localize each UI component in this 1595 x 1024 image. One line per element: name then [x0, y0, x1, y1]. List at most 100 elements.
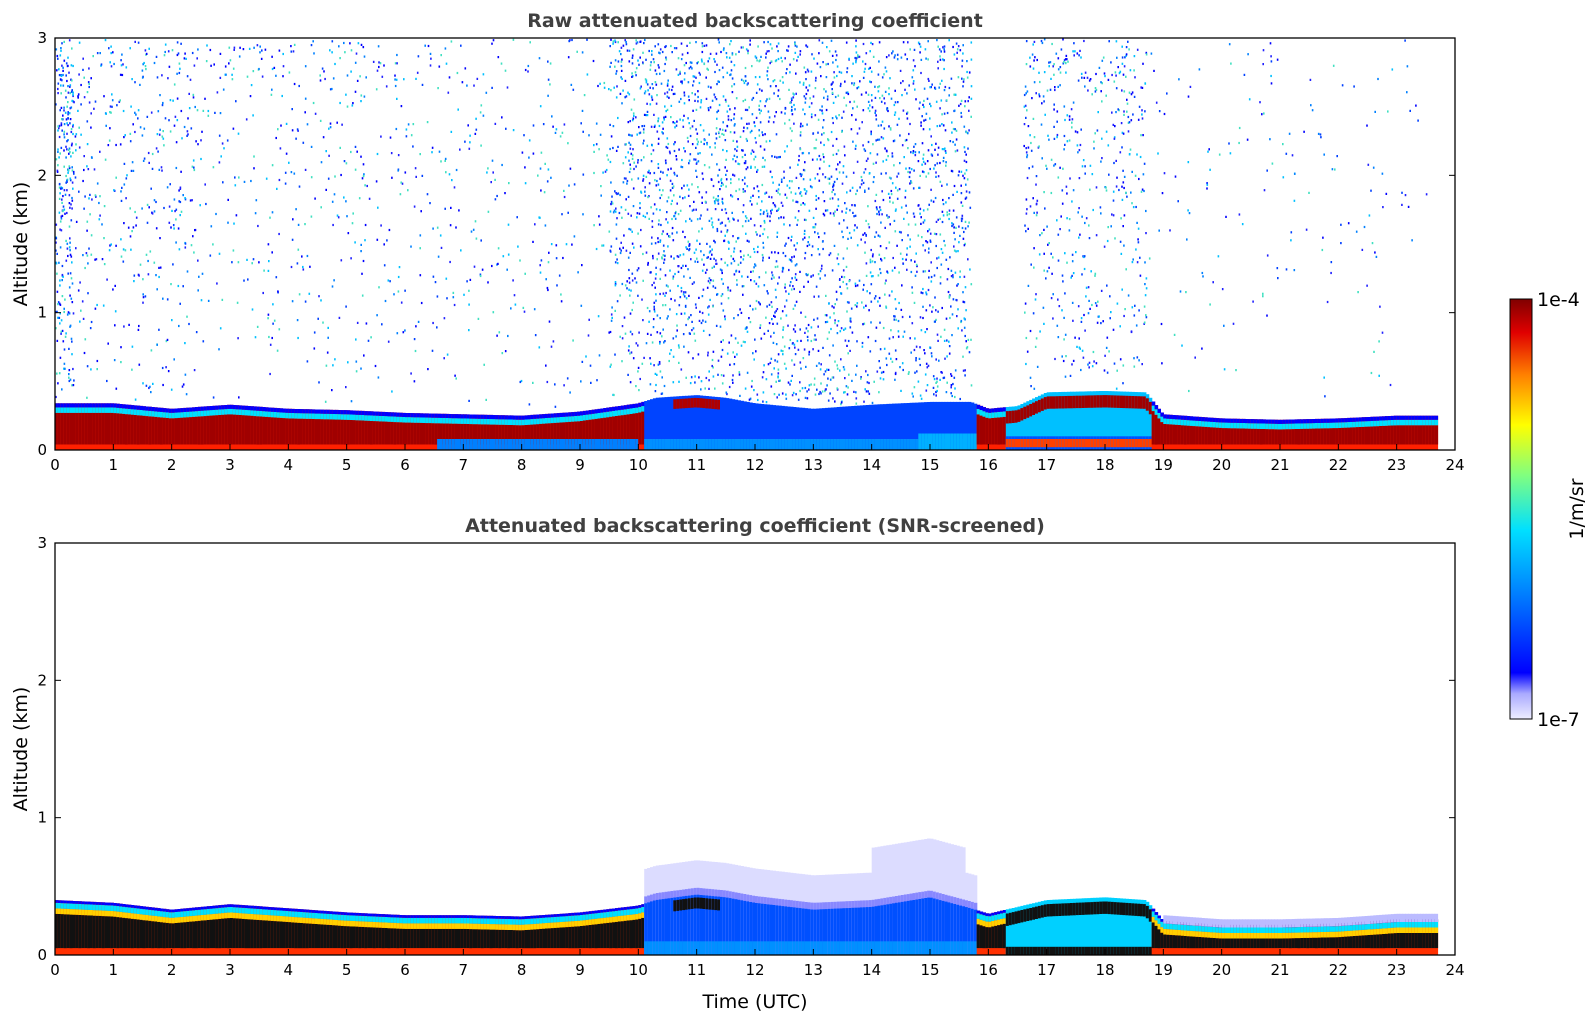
noise-speck: [62, 118, 64, 121]
noise-speck: [1108, 173, 1110, 176]
noise-speck: [666, 95, 669, 98]
noise-speck: [895, 358, 898, 361]
noise-speck: [867, 187, 870, 190]
noise-speck: [580, 122, 582, 125]
noise-speck: [1056, 120, 1058, 123]
noise-speck: [345, 200, 347, 203]
noise-speck: [782, 353, 784, 356]
noise-speck: [1266, 314, 1268, 317]
noise-speck: [1077, 211, 1079, 214]
noise-speck: [894, 266, 896, 269]
noise-speck: [732, 158, 734, 161]
noise-speck: [904, 53, 907, 56]
noise-speck: [1062, 167, 1064, 170]
noise-speck: [648, 182, 651, 185]
noise-speck: [876, 212, 878, 216]
noise-speck: [863, 322, 866, 325]
noise-speck: [673, 171, 676, 174]
noise-speck: [683, 91, 686, 94]
noise-speck: [785, 397, 788, 400]
noise-speck: [795, 72, 797, 75]
noise-speck: [739, 135, 742, 138]
noise-speck: [60, 49, 62, 52]
noise-speck: [862, 144, 864, 147]
noise-speck: [894, 209, 897, 212]
noise-speck: [1128, 121, 1131, 124]
noise-speck: [173, 83, 176, 86]
noise-speck: [741, 275, 743, 278]
noise-speck: [850, 128, 853, 131]
noise-speck: [1133, 69, 1135, 72]
noise-speck: [682, 125, 685, 128]
noise-speck: [1121, 62, 1124, 65]
noise-speck: [765, 191, 768, 194]
noise-speck: [123, 222, 125, 225]
noise-speck: [840, 292, 842, 295]
noise-speck: [970, 115, 972, 118]
noise-speck: [879, 321, 881, 324]
noise-speck: [925, 389, 928, 392]
noise-speck: [715, 137, 718, 140]
noise-speck: [952, 140, 954, 144]
noise-speck: [713, 257, 715, 260]
noise-speck: [785, 299, 788, 302]
noise-speck: [269, 372, 271, 376]
noise-speck: [624, 156, 627, 159]
noise-speck: [1031, 53, 1034, 56]
noise-speck: [1141, 109, 1143, 112]
noise-speck: [673, 194, 675, 197]
noise-speck: [1144, 283, 1146, 286]
noise-speck: [1102, 56, 1105, 59]
noise-speck: [670, 104, 673, 107]
noise-speck: [1128, 48, 1130, 51]
noise-speck: [728, 341, 730, 344]
noise-speck: [155, 147, 158, 150]
noise-speck: [524, 272, 526, 275]
noise-speck: [800, 174, 802, 178]
noise-speck: [676, 231, 678, 234]
noise-speck: [58, 182, 61, 186]
noise-speck: [828, 182, 831, 185]
noise-speck: [725, 185, 727, 188]
noise-speck: [722, 339, 724, 342]
noise-speck: [157, 110, 160, 113]
noise-speck: [819, 158, 822, 161]
noise-speck: [731, 195, 734, 198]
noise-speck: [809, 178, 812, 181]
noise-speck: [952, 209, 955, 212]
noise-speck: [452, 291, 455, 294]
noise-speck: [799, 290, 801, 293]
noise-speck: [784, 112, 786, 115]
noise-speck: [389, 280, 391, 283]
backscatter-column: [66, 412, 71, 445]
noise-speck: [446, 297, 448, 300]
noise-speck: [920, 329, 923, 332]
noise-speck: [815, 364, 818, 367]
noise-speck: [935, 381, 937, 384]
noise-speck: [1078, 346, 1081, 349]
noise-speck: [837, 204, 840, 208]
noise-speck: [673, 121, 676, 125]
noise-speck: [1025, 147, 1027, 150]
noise-speck: [1083, 39, 1085, 43]
noise-speck: [467, 124, 469, 127]
noise-speck: [899, 162, 901, 165]
noise-speck: [109, 244, 111, 247]
noise-speck: [630, 108, 633, 111]
noise-speck: [878, 360, 880, 363]
noise-speck: [877, 86, 879, 89]
noise-speck: [928, 247, 930, 250]
noise-speck: [700, 321, 703, 325]
noise-speck: [473, 84, 475, 87]
noise-speck: [1198, 68, 1201, 71]
noise-speck: [1140, 134, 1142, 137]
noise-speck: [163, 206, 165, 210]
noise-speck: [642, 131, 645, 134]
noise-speck: [961, 204, 964, 207]
noise-speck: [135, 113, 137, 116]
noise-speck: [1177, 200, 1179, 203]
noise-speck: [67, 85, 69, 88]
noise-speck: [1040, 123, 1043, 126]
noise-speck: [913, 48, 916, 51]
noise-speck: [432, 321, 434, 325]
